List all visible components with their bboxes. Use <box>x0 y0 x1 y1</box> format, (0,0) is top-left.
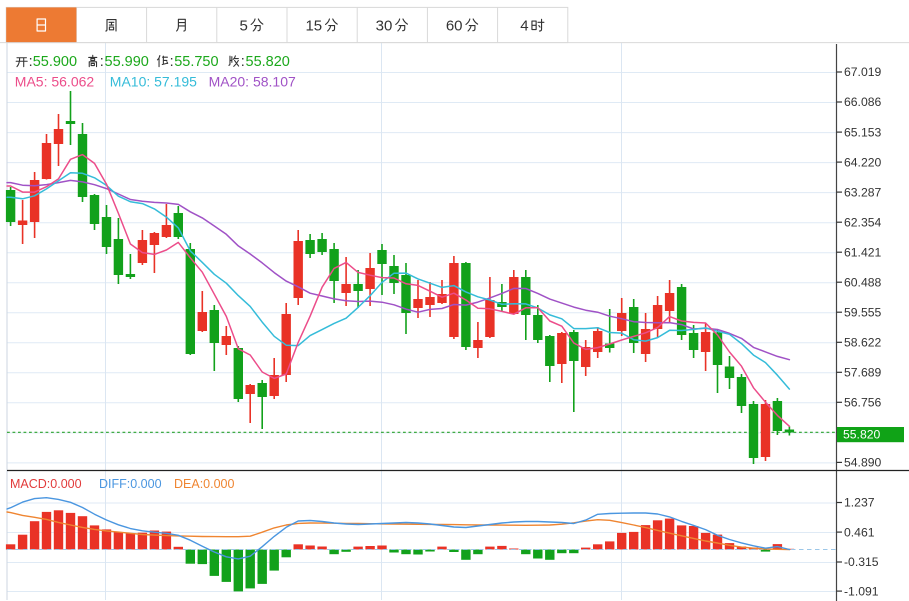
svg-text:64.220: 64.220 <box>844 155 881 169</box>
svg-text::: : <box>100 54 104 70</box>
svg-text:30: 30 <box>376 18 393 35</box>
svg-text:4: 4 <box>520 18 528 35</box>
svg-text:62.354: 62.354 <box>844 215 881 229</box>
svg-text:15: 15 <box>305 18 322 35</box>
svg-text:56.756: 56.756 <box>844 396 881 410</box>
svg-text:65.153: 65.153 <box>844 125 881 139</box>
svg-text:55.750: 55.750 <box>174 54 218 70</box>
svg-text:MACD:0.000: MACD:0.000 <box>10 477 82 491</box>
svg-text:MA20: 58.107: MA20: 58.107 <box>209 74 296 90</box>
svg-text:60.488: 60.488 <box>844 275 881 289</box>
svg-text:57.689: 57.689 <box>844 366 881 380</box>
svg-text:58.622: 58.622 <box>844 336 881 350</box>
svg-text:-0.315: -0.315 <box>844 555 879 569</box>
svg-text:63.287: 63.287 <box>844 185 881 199</box>
svg-text:59.555: 59.555 <box>844 305 881 319</box>
svg-text:DIFF:0.000: DIFF:0.000 <box>99 477 162 491</box>
svg-text:66.086: 66.086 <box>844 95 881 109</box>
svg-text:MA5: 56.062: MA5: 56.062 <box>15 74 95 90</box>
svg-text:-1.091: -1.091 <box>844 584 879 598</box>
svg-text:55.820: 55.820 <box>246 54 290 70</box>
svg-text:55.820: 55.820 <box>843 428 880 442</box>
svg-text:61.421: 61.421 <box>844 245 881 259</box>
svg-text:55.990: 55.990 <box>105 54 149 70</box>
svg-text:1.237: 1.237 <box>844 496 875 510</box>
svg-text::: : <box>29 54 33 70</box>
svg-text:60: 60 <box>446 18 463 35</box>
svg-text:DEA:0.000: DEA:0.000 <box>174 477 235 491</box>
svg-text::: : <box>241 54 245 70</box>
svg-text:5: 5 <box>239 18 247 35</box>
svg-text:55.900: 55.900 <box>33 54 77 70</box>
svg-text:54.890: 54.890 <box>844 456 881 470</box>
svg-text::: : <box>170 54 174 70</box>
svg-text:67.019: 67.019 <box>844 65 881 79</box>
svg-text:0.461: 0.461 <box>844 525 875 539</box>
svg-text:MA10: 57.195: MA10: 57.195 <box>110 74 197 90</box>
